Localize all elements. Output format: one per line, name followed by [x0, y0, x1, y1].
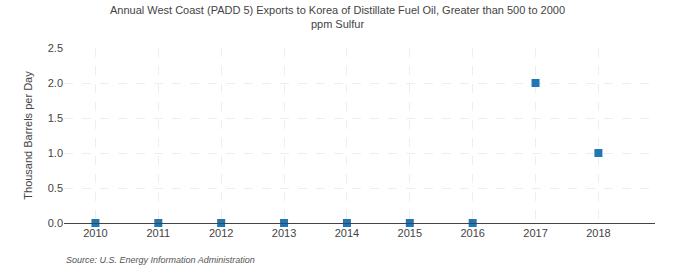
svg-text:2013: 2013 [272, 227, 296, 239]
svg-text:2.0: 2.0 [48, 77, 63, 89]
svg-text:Thousand Barrels per Day: Thousand Barrels per Day [22, 71, 34, 200]
svg-text:2016: 2016 [460, 227, 484, 239]
svg-text:0.0: 0.0 [48, 217, 63, 229]
svg-text:2017: 2017 [523, 227, 547, 239]
svg-text:2018: 2018 [586, 227, 610, 239]
svg-text:Annual West Coast (PADD 5) Exp: Annual West Coast (PADD 5) Exports to Ko… [110, 4, 565, 30]
svg-text:0.5: 0.5 [48, 182, 63, 194]
svg-text:2015: 2015 [398, 227, 422, 239]
svg-text:2012: 2012 [209, 227, 233, 239]
svg-text:2014: 2014 [335, 227, 359, 239]
svg-text:1.0: 1.0 [48, 147, 63, 159]
svg-text:2010: 2010 [83, 227, 107, 239]
svg-text:Source: U.S. Energy Informatio: Source: U.S. Energy Information Administ… [66, 255, 255, 265]
svg-text:2.5: 2.5 [48, 42, 63, 54]
svg-text:2011: 2011 [146, 227, 170, 239]
svg-text:1.5: 1.5 [48, 112, 63, 124]
